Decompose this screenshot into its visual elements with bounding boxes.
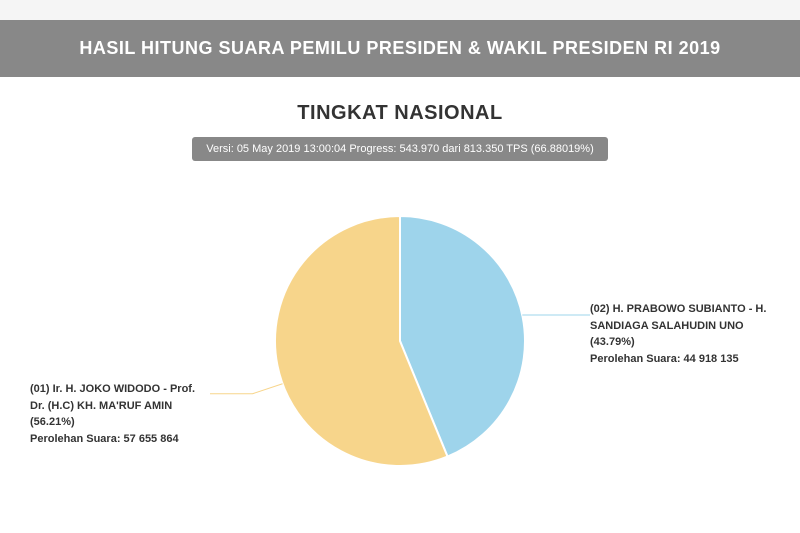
header-title: HASIL HITUNG SUARA PEMILU PRESIDEN & WAK…: [79, 38, 720, 58]
slice-label-02: (02) H. PRABOWO SUBIANTO - H. SANDIAGA S…: [590, 301, 770, 367]
version-badge: Versi: 05 May 2019 13:00:04 Progress: 54…: [192, 137, 608, 161]
leader-line-left: [210, 384, 283, 394]
header-banner: HASIL HITUNG SUARA PEMILU PRESIDEN & WAK…: [0, 20, 800, 77]
chart-area: (01) Ir. H. JOKO WIDODO - Prof. Dr. (H.C…: [0, 171, 800, 511]
subtitle: TINGKAT NASIONAL: [0, 102, 800, 125]
slice-label-01: (01) Ir. H. JOKO WIDODO - Prof. Dr. (H.C…: [30, 381, 210, 447]
